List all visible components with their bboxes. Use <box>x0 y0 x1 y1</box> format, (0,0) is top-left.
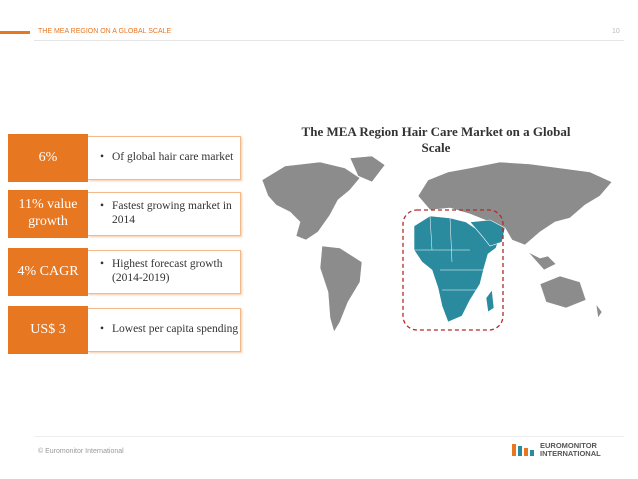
header-title: THE MEA REGION ON A GLOBAL SCALE <box>38 28 172 35</box>
copyright: © Euromonitor International <box>38 448 124 455</box>
stat-text: Of global hair care market <box>88 151 233 165</box>
stat-text: Fastest growing market in 2014 <box>88 200 240 228</box>
stat-label: 11% value growth <box>8 190 88 238</box>
stat-label: 4% CAGR <box>8 248 88 296</box>
stat: US$ 3 Lowest per capita spending <box>8 306 242 354</box>
stat: 6% Of global hair care market <box>8 134 242 182</box>
header-bar <box>0 31 30 34</box>
map-title: The MEA Region Hair Care Market on a Glo… <box>301 124 571 156</box>
stat-box: Fastest growing market in 2014 <box>88 192 241 236</box>
region-highlight <box>402 209 504 331</box>
logo: EUROMONITOR INTERNATIONAL <box>540 441 601 459</box>
stat: 4% CAGR Highest forecast growth (2014-20… <box>8 248 242 296</box>
logo-top: EUROMONITOR <box>540 441 597 450</box>
stat: 11% value growth Fastest growing market … <box>8 190 242 238</box>
stat-box: Lowest per capita spending <box>88 308 241 352</box>
stat-text: Lowest per capita spending <box>88 323 238 337</box>
stat-label: 6% <box>8 134 88 182</box>
mea-region <box>413 215 506 323</box>
stat-text: Highest forecast growth (2014-2019) <box>88 258 240 286</box>
stat-label: US$ 3 <box>8 306 88 354</box>
logo-bottom: INTERNATIONAL <box>540 449 601 459</box>
page-number: 10 <box>612 28 620 35</box>
borders <box>414 215 484 291</box>
logo-mark <box>512 444 534 456</box>
stat-box: Of global hair care market <box>88 136 241 180</box>
footer-line <box>34 436 624 437</box>
continents <box>261 155 613 333</box>
stat-box: Highest forecast growth (2014-2019) <box>88 250 241 294</box>
header-line <box>34 40 624 41</box>
